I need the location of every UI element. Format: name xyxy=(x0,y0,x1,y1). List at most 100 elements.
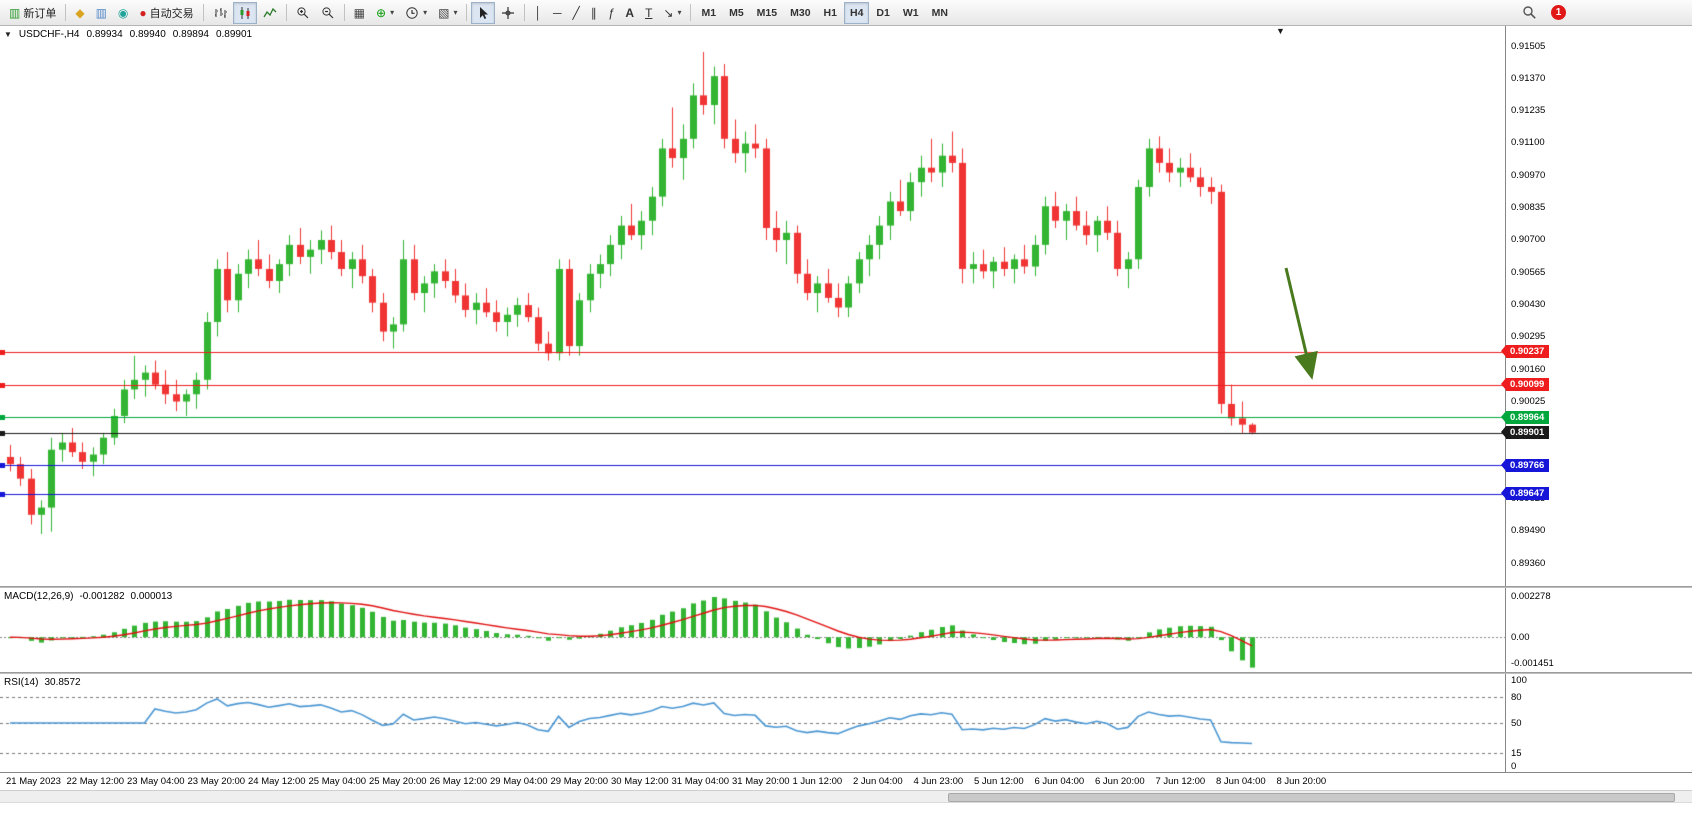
arrows-tool-button[interactable]: ↘ ▾ xyxy=(658,2,686,24)
crosshair-button[interactable] xyxy=(496,2,520,24)
timeframe-button-m15[interactable]: M15 xyxy=(751,2,783,24)
ohlc-high: 0.89940 xyxy=(129,29,166,40)
chevron-down-icon: ▾ xyxy=(453,8,458,17)
axis-label: 0.89490 xyxy=(1511,525,1546,537)
time-label: 23 May 04:00 xyxy=(127,776,185,787)
axis-label: 80 xyxy=(1511,691,1522,703)
bar-chart-icon xyxy=(213,6,227,20)
ohlc-close: 0.89901 xyxy=(215,29,253,40)
time-label: 22 May 12:00 xyxy=(66,776,125,787)
zoom-in-icon xyxy=(296,6,310,20)
timeframe-group: M1 M5 M15 M30 H1 H4 D1 W1 MN xyxy=(695,1,954,24)
chart-window: ▼ USDCHF-,H4 0.89934 0.89940 0.89894 0.8… xyxy=(0,26,1692,840)
timeframe-button-m30[interactable]: M30 xyxy=(784,2,816,24)
vertical-line-button[interactable]: │ xyxy=(529,2,547,24)
rsi-axis[interactable]: 100 80 50 15 0 xyxy=(1505,674,1692,772)
price-level-tag: 0.89964 xyxy=(1500,410,1550,424)
horizontal-scrollbar[interactable] xyxy=(0,790,1692,803)
price-level-tag: 0.89901 xyxy=(1500,426,1550,440)
time-axis[interactable]: 21 May 2023 22 May 12:00 23 May 04:00 23 Ma… xyxy=(0,772,1692,790)
crosshair-icon xyxy=(501,6,515,20)
horizontal-line-button[interactable]: ─ xyxy=(548,2,567,24)
chevron-down-icon: ▾ xyxy=(390,8,395,17)
timeframe-button-h1[interactable]: H1 xyxy=(818,2,843,24)
axis-label: 0.90025 xyxy=(1511,395,1546,407)
text-button[interactable]: A xyxy=(620,2,639,24)
templates-button[interactable]: ▧ ▾ xyxy=(433,2,462,24)
panel-divider[interactable] xyxy=(0,586,1692,588)
clock-icon xyxy=(405,6,419,20)
time-label: 30 May 12:00 xyxy=(611,776,669,787)
arrow-tool-icon: ↘ xyxy=(663,5,674,20)
timeframe-button-m1[interactable]: M1 xyxy=(695,2,722,24)
chart-shift-icon[interactable]: ▼ xyxy=(1276,26,1285,36)
macd-main-value: -0.001282 xyxy=(79,591,125,602)
toolbar-separator xyxy=(65,4,67,21)
horizontal-line-icon: ─ xyxy=(552,5,562,20)
metaeditor-icon: ◆ xyxy=(75,5,85,20)
panel-divider[interactable] xyxy=(0,672,1692,674)
community-button[interactable]: ◉ xyxy=(113,2,133,24)
zoom-out-button[interactable] xyxy=(316,2,340,24)
macd-canvas[interactable] xyxy=(0,588,1505,672)
auto-trading-label: 自动交易 xyxy=(149,7,194,20)
macd-axis[interactable]: 0.002278 0.00 -0.001451 xyxy=(1505,588,1692,672)
macd-signal-value: 0.000013 xyxy=(130,591,173,602)
axis-label: 0.00 xyxy=(1511,631,1530,643)
line-chart-button[interactable] xyxy=(258,2,282,24)
axis-label: -0.001451 xyxy=(1511,657,1554,669)
scrollbar-thumb[interactable] xyxy=(947,793,1676,802)
rsi-canvas[interactable] xyxy=(0,674,1505,772)
zoom-in-button[interactable] xyxy=(291,2,315,24)
time-label: 26 May 12:00 xyxy=(429,776,488,787)
new-order-button[interactable]: ▥ 新订单 xyxy=(4,2,61,24)
chart-menu-icon[interactable]: ▼ xyxy=(4,30,12,39)
chevron-down-icon: ▾ xyxy=(677,8,682,17)
axis-label: 0.90970 xyxy=(1511,169,1546,181)
fibonacci-button[interactable]: ƒ xyxy=(603,2,620,24)
data-window-icon: ▥ xyxy=(95,5,107,20)
period-button[interactable]: ▾ xyxy=(400,2,432,24)
candlestick-chart-button[interactable] xyxy=(232,1,257,24)
text-label-button[interactable]: T xyxy=(640,2,657,24)
rsi-label: RSI(14) 30.8572 xyxy=(4,677,81,688)
search-icon xyxy=(1522,5,1537,20)
vertical-line-icon: │ xyxy=(534,5,542,20)
time-label: 4 Jun 23:00 xyxy=(913,776,964,787)
bar-chart-button[interactable] xyxy=(208,2,232,24)
indicators-button[interactable]: ⊕ ▾ xyxy=(371,2,399,24)
timeframe-button-mn[interactable]: MN xyxy=(926,2,954,24)
search-button[interactable] xyxy=(1517,2,1542,24)
text-label-icon: T xyxy=(645,5,653,20)
timeframe-button-d1[interactable]: D1 xyxy=(870,2,895,24)
timeframe-button-w1[interactable]: W1 xyxy=(897,2,925,24)
new-order-label: 新订单 xyxy=(23,7,57,20)
time-label: 23 May 20:00 xyxy=(187,776,246,787)
text-icon: A xyxy=(625,5,635,20)
candlestick-chart-icon xyxy=(238,6,252,20)
timeframe-button-m5[interactable]: M5 xyxy=(723,2,750,24)
channel-button[interactable]: ∥ xyxy=(586,2,602,24)
toolbar-separator xyxy=(466,4,468,21)
trendline-button[interactable]: ╱ xyxy=(567,2,584,24)
axis-label: 0.91505 xyxy=(1511,40,1546,52)
notification-badge[interactable]: 1 xyxy=(1551,5,1566,20)
metaeditor-button[interactable]: ◆ xyxy=(70,2,89,24)
price-axis[interactable]: 0.91505 0.91370 0.91235 0.91100 0.90970 0.908… xyxy=(1500,26,1692,586)
tile-windows-button[interactable]: ▦ xyxy=(349,2,370,24)
timeframe-button-h4[interactable]: H4 xyxy=(843,1,870,24)
rsi-panel: RSI(14) 30.8572 xyxy=(0,674,1505,772)
data-window-button[interactable]: ▥ xyxy=(91,2,112,24)
axis-label: 0.90565 xyxy=(1511,266,1546,278)
auto-trading-icon: ● xyxy=(139,5,147,20)
toolbar-separator xyxy=(524,4,526,21)
cursor-button[interactable] xyxy=(471,1,496,24)
auto-trading-button[interactable]: ● 自动交易 xyxy=(134,2,198,24)
time-label: 5 Jun 12:00 xyxy=(974,776,1024,787)
bottom-strip xyxy=(0,790,1692,840)
price-chart-canvas[interactable] xyxy=(0,26,1505,586)
time-label: 6 Jun 04:00 xyxy=(1034,776,1085,787)
time-label: 31 May 20:00 xyxy=(732,776,790,787)
templates-icon: ▧ xyxy=(438,5,450,20)
price-level-tag: 0.90099 xyxy=(1500,378,1550,392)
